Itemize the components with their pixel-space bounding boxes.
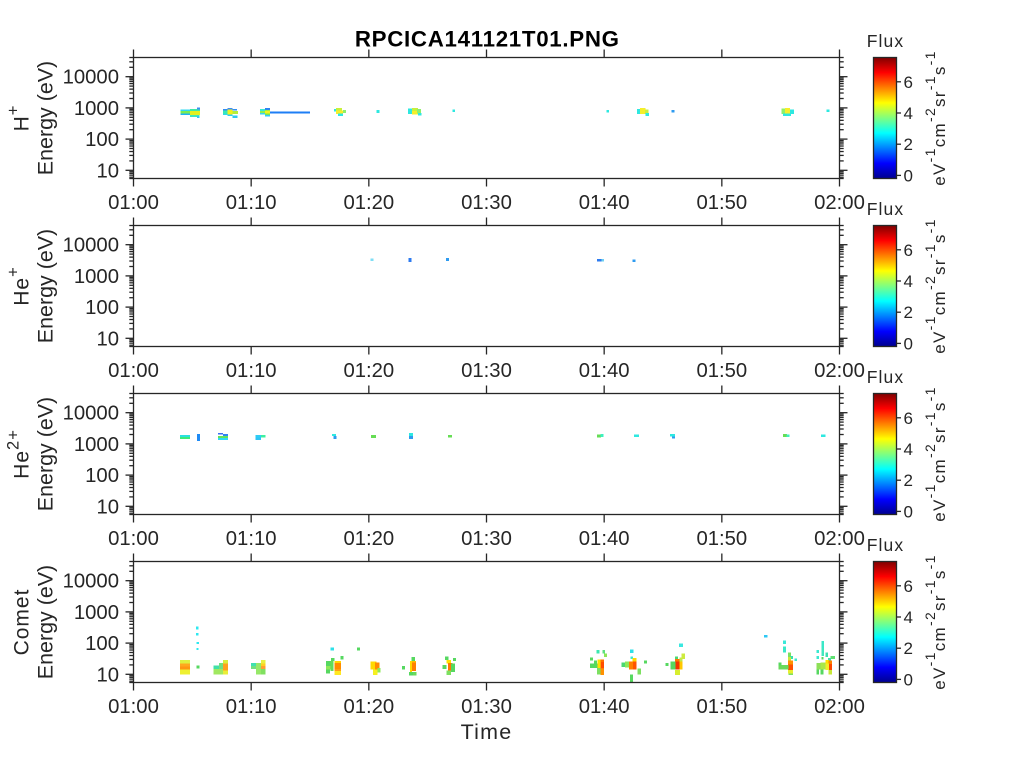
- svg-text:Energy (eV): Energy (eV): [34, 397, 58, 511]
- svg-text:01:30: 01:30: [461, 696, 512, 718]
- svg-text:01:50: 01:50: [696, 696, 747, 718]
- svg-text:0: 0: [904, 670, 913, 689]
- svg-text:01:20: 01:20: [343, 360, 394, 382]
- svg-text:6: 6: [904, 409, 913, 428]
- svg-text:01:30: 01:30: [461, 528, 512, 550]
- svg-text:0: 0: [904, 166, 913, 185]
- svg-text:01:00: 01:00: [108, 696, 159, 718]
- svg-text:2: 2: [904, 135, 913, 154]
- svg-text:01:20: 01:20: [343, 696, 394, 718]
- svg-text:0: 0: [904, 334, 913, 353]
- svg-text:02:00: 02:00: [814, 360, 865, 382]
- svg-text:2: 2: [904, 303, 913, 322]
- svg-text:2: 2: [904, 471, 913, 490]
- svg-text:Energy (eV): Energy (eV): [34, 565, 58, 679]
- svg-text:Flux: Flux: [867, 199, 904, 219]
- svg-text:01:50: 01:50: [696, 360, 747, 382]
- svg-text:0: 0: [904, 502, 913, 521]
- svg-text:01:40: 01:40: [579, 528, 630, 550]
- svg-text:Flux: Flux: [867, 535, 904, 555]
- svg-text:2: 2: [904, 639, 913, 658]
- svg-text:10000: 10000: [63, 235, 119, 257]
- svg-text:01:10: 01:10: [226, 696, 277, 718]
- svg-text:02:00: 02:00: [814, 528, 865, 550]
- svg-text:01:00: 01:00: [108, 528, 159, 550]
- svg-text:01:40: 01:40: [579, 192, 630, 214]
- svg-text:1000: 1000: [74, 98, 119, 120]
- svg-text:10: 10: [96, 664, 119, 686]
- svg-text:1000: 1000: [74, 434, 119, 456]
- svg-text:01:00: 01:00: [108, 192, 159, 214]
- svg-text:01:10: 01:10: [226, 360, 277, 382]
- svg-text:01:40: 01:40: [579, 360, 630, 382]
- svg-text:01:20: 01:20: [343, 528, 394, 550]
- svg-text:RPCICA141121T01.PNG: RPCICA141121T01.PNG: [355, 26, 620, 51]
- svg-text:6: 6: [904, 577, 913, 596]
- svg-text:02:00: 02:00: [814, 192, 865, 214]
- svg-text:Comet: Comet: [11, 589, 34, 656]
- svg-text:02:00: 02:00: [814, 696, 865, 718]
- svg-text:01:50: 01:50: [696, 192, 747, 214]
- svg-text:10000: 10000: [63, 403, 119, 425]
- svg-text:01:10: 01:10: [226, 192, 277, 214]
- svg-text:Energy (eV): Energy (eV): [34, 229, 58, 343]
- svg-text:100: 100: [85, 129, 119, 151]
- svg-text:Time: Time: [461, 720, 513, 744]
- svg-text:01:50: 01:50: [696, 528, 747, 550]
- svg-text:10000: 10000: [63, 67, 119, 89]
- svg-text:10: 10: [96, 496, 119, 518]
- svg-text:4: 4: [904, 104, 913, 123]
- svg-text:Flux: Flux: [867, 367, 904, 387]
- svg-text:01:30: 01:30: [461, 360, 512, 382]
- svg-text:01:30: 01:30: [461, 192, 512, 214]
- svg-text:6: 6: [904, 241, 913, 260]
- svg-text:Energy (eV): Energy (eV): [34, 61, 58, 175]
- svg-text:100: 100: [85, 297, 119, 319]
- svg-text:6: 6: [904, 73, 913, 92]
- svg-text:01:40: 01:40: [579, 696, 630, 718]
- svg-text:01:00: 01:00: [108, 360, 159, 382]
- svg-text:1000: 1000: [74, 602, 119, 624]
- svg-text:1000: 1000: [74, 266, 119, 288]
- svg-text:01:10: 01:10: [226, 528, 277, 550]
- svg-text:10: 10: [96, 160, 119, 182]
- svg-text:01:20: 01:20: [343, 192, 394, 214]
- svg-text:4: 4: [904, 608, 913, 627]
- svg-text:10000: 10000: [63, 571, 119, 593]
- svg-text:100: 100: [85, 633, 119, 655]
- svg-text:4: 4: [904, 440, 913, 459]
- svg-text:10: 10: [96, 328, 119, 350]
- svg-text:Flux: Flux: [867, 31, 904, 51]
- svg-text:4: 4: [904, 272, 913, 291]
- svg-text:100: 100: [85, 465, 119, 487]
